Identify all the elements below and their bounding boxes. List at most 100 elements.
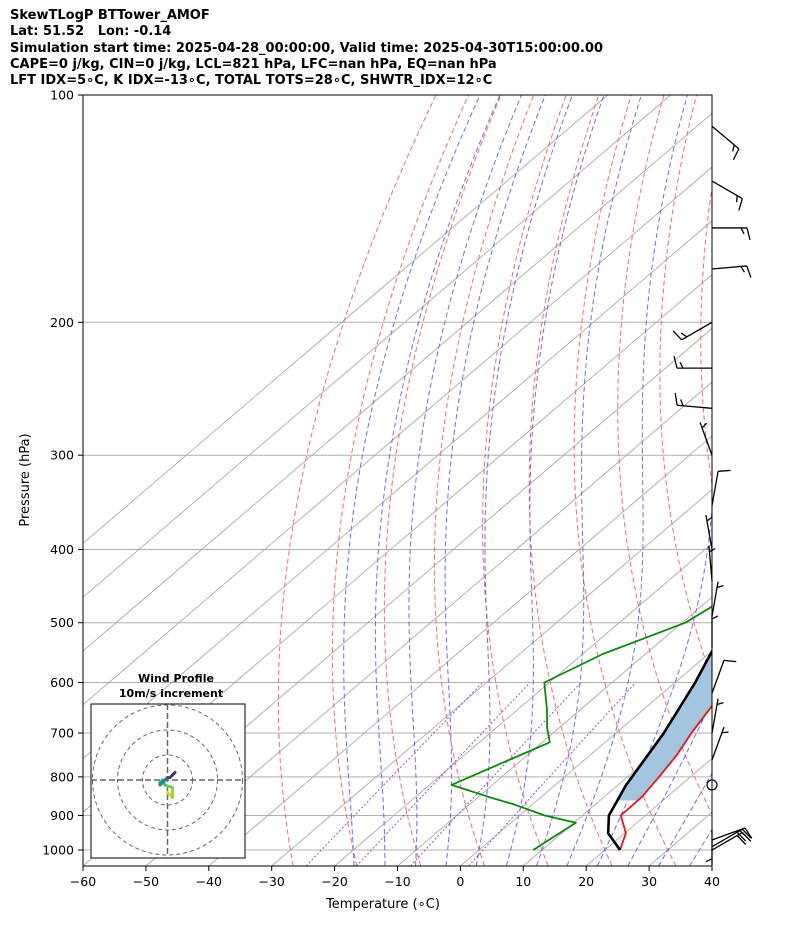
wind-barb-feather — [709, 547, 716, 553]
isotherm — [83, 112, 712, 652]
moist-adiabat — [720, 95, 794, 866]
mixing-ratio-line — [305, 682, 483, 866]
hodograph-subtitle: 10m/s increment — [119, 687, 223, 700]
header-cape-line: CAPE=0 j/kg, CIN=0 j/kg, LCL=821 hPa, LF… — [10, 56, 497, 72]
y-axis-label: Pressure (hPa) — [18, 433, 33, 526]
wind-barb-feather — [732, 144, 735, 152]
y-tick-label: 700 — [50, 726, 74, 741]
wind-barb-feather — [706, 516, 713, 522]
y-tick-label: 900 — [50, 808, 74, 823]
wind-barb — [712, 227, 751, 241]
wind-barb-feather — [744, 827, 753, 839]
wind-barb-feather — [701, 422, 708, 429]
profile-layer — [450, 605, 712, 851]
wind-barb — [711, 659, 737, 694]
wind-barb-feather — [679, 361, 684, 369]
y-tick-label: 100 — [50, 88, 74, 103]
wind-barb-feather — [738, 829, 745, 836]
wind-barb-feather — [741, 828, 752, 839]
header-location: Lat: 51.52 Lon: -0.14 — [10, 24, 172, 40]
isotherm — [145, 381, 712, 866]
wind-barb-feather — [674, 392, 678, 406]
wind-barb — [711, 125, 740, 161]
wind-barb-feather — [716, 585, 724, 589]
wind-barb-feather — [711, 615, 719, 620]
isotherm — [83, 166, 712, 706]
wind-barb-feather — [705, 858, 713, 863]
dry-adiabat — [482, 95, 567, 866]
cape-fill-layer — [617, 651, 712, 801]
dry-adiabat — [528, 95, 613, 866]
x-tick-label: −30 — [259, 874, 285, 889]
x-tick-label: 30 — [641, 874, 657, 889]
dry-adiabat — [779, 95, 794, 866]
wind-barb-calm — [706, 779, 718, 791]
wind-barb-layer — [672, 125, 753, 865]
x-tick-label: −60 — [70, 874, 96, 889]
y-tick-label: 500 — [50, 615, 74, 630]
isotherm — [460, 650, 712, 866]
header-times: Simulation start time: 2025-04-28_00:00:… — [10, 40, 603, 56]
dewpoint-line — [450, 605, 712, 851]
figure-header: SkewTLogP BTTower_AMOF Lat: 51.52 Lon: -… — [10, 8, 603, 89]
wind-barb-feather — [716, 701, 724, 706]
mixing-ratio-line — [468, 682, 637, 866]
wind-barb-feather — [738, 198, 743, 211]
x-tick-label: 0 — [456, 874, 464, 889]
wind-barb-feather — [746, 265, 752, 278]
wind-barb-staff — [699, 422, 713, 456]
y-tick-label: 300 — [50, 448, 74, 463]
x-tick-label: −20 — [321, 874, 347, 889]
wind-barb-feather — [740, 227, 745, 235]
dry-adiabat — [617, 95, 712, 816]
temperature-line — [619, 704, 712, 851]
wind-barb — [705, 829, 713, 865]
x-axis-label: Temperature (∘C) — [325, 897, 440, 912]
wind-barb — [711, 726, 729, 761]
wind-barb — [711, 612, 719, 648]
moist-adiabat — [475, 95, 573, 866]
moist-adiabat — [505, 95, 605, 866]
wind-barb-staff — [711, 726, 725, 761]
mixing-ratio-line — [355, 682, 531, 866]
moist-adiabat — [688, 828, 712, 866]
wind-barb-staff — [711, 125, 740, 150]
moist-adiabat — [536, 95, 642, 866]
wind-barb-feather — [673, 355, 678, 369]
moist-adiabat — [596, 501, 712, 866]
hodograph-title: Wind Profile — [138, 672, 214, 685]
moist-adiabat — [627, 699, 712, 866]
moist-adiabat — [444, 95, 546, 866]
wind-barb-staff — [711, 698, 719, 734]
dry-adiabat — [700, 183, 712, 488]
x-tick-label: 10 — [515, 874, 531, 889]
y-tick-label: 1000 — [42, 843, 74, 858]
isotherm — [83, 95, 608, 545]
mixing-ratio-line — [410, 682, 582, 866]
x-tick-label: 20 — [578, 874, 594, 889]
isotherm — [271, 489, 712, 866]
dry-adiabat — [331, 95, 469, 866]
wind-barb-feather — [736, 835, 747, 845]
isotherm — [83, 95, 671, 598]
y-tick-label: 200 — [50, 315, 74, 330]
x-tick-label: 40 — [704, 874, 720, 889]
wind-barb-feather — [732, 148, 740, 161]
isotherm — [711, 865, 712, 866]
wind-barb-feather — [740, 266, 745, 273]
wind-barb-staff — [681, 321, 713, 341]
wind-barb-staff — [711, 581, 719, 617]
wind-barb-feather — [746, 227, 751, 241]
y-tick-label: 600 — [50, 675, 74, 690]
axes-layer: −60 −50 −40 −30 −20 −10 0 10 20 30 40 1000 900 800 700… — [42, 88, 720, 890]
wind-barb-feather — [721, 731, 729, 734]
dry-adiabat — [277, 95, 437, 866]
isotherm — [585, 757, 712, 866]
parcel-line — [606, 648, 712, 851]
moist-adiabat — [343, 95, 481, 866]
x-tick-label: −50 — [133, 874, 159, 889]
moist-adiabat — [374, 95, 501, 866]
hodograph — [90, 703, 246, 859]
wind-barb — [711, 265, 752, 278]
